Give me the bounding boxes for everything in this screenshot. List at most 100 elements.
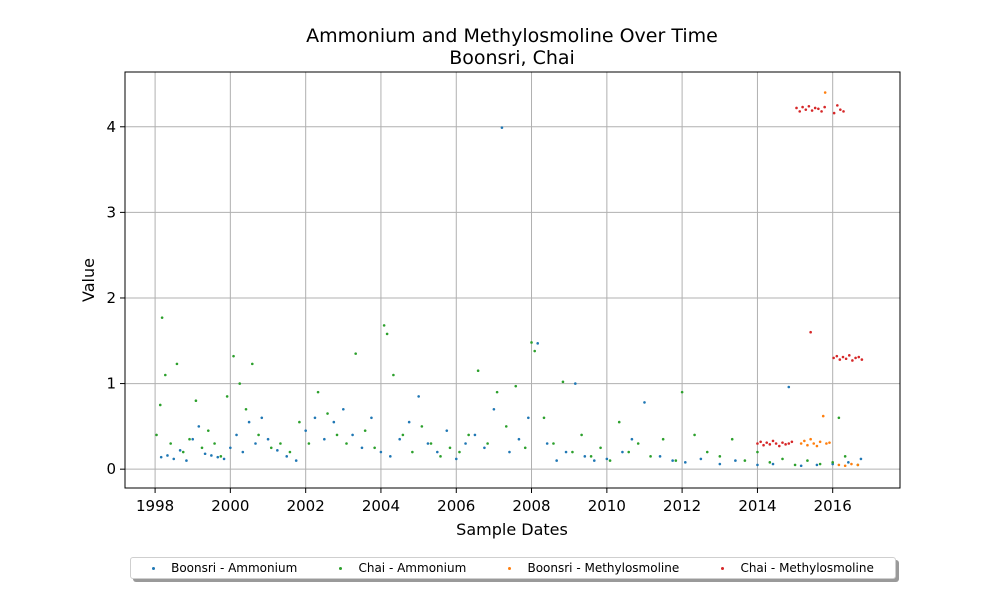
data-point bbox=[363, 429, 367, 432]
data-point bbox=[847, 461, 850, 464]
data-point bbox=[580, 433, 583, 437]
data-point bbox=[407, 420, 411, 424]
data-point bbox=[370, 416, 373, 420]
data-point bbox=[790, 440, 794, 444]
data-point bbox=[799, 442, 803, 445]
data-point bbox=[627, 450, 631, 454]
data-point bbox=[483, 446, 486, 450]
data-point bbox=[799, 464, 803, 468]
data-point bbox=[850, 462, 853, 466]
data-point bbox=[495, 390, 499, 394]
series-chai-methylosmoline bbox=[756, 104, 864, 448]
data-point bbox=[373, 446, 376, 450]
legend-label: Boonsri - Methylosmoline bbox=[527, 561, 680, 575]
data-point bbox=[222, 457, 226, 461]
data-point bbox=[164, 373, 167, 377]
data-point bbox=[756, 463, 759, 467]
y-tick-label: 4 bbox=[106, 118, 116, 136]
x-tick-label: 2002 bbox=[287, 497, 325, 515]
data-point bbox=[617, 420, 621, 424]
data-point bbox=[527, 416, 530, 420]
data-point bbox=[200, 446, 204, 450]
data-point bbox=[206, 429, 210, 432]
data-point bbox=[658, 455, 662, 458]
data-points bbox=[155, 91, 864, 468]
legend: Boonsri - Ammonium Chai - Ammonium Boons… bbox=[130, 557, 896, 579]
x-tick-label: 2006 bbox=[437, 497, 475, 515]
data-point bbox=[810, 109, 814, 112]
legend-label: Chai - Methylosmoline bbox=[740, 561, 874, 575]
data-point bbox=[661, 437, 665, 441]
data-point bbox=[191, 437, 195, 441]
data-point bbox=[178, 449, 182, 452]
data-point bbox=[762, 443, 765, 447]
data-point bbox=[473, 433, 477, 437]
x-tick-label: 2000 bbox=[211, 497, 249, 515]
legend-marker-boonsri-ammonium bbox=[152, 566, 156, 570]
data-point bbox=[718, 462, 722, 466]
data-point bbox=[219, 455, 223, 458]
data-point bbox=[828, 441, 831, 444]
data-point bbox=[464, 442, 467, 445]
data-point bbox=[838, 358, 842, 361]
grid-lines bbox=[125, 72, 900, 488]
data-point bbox=[856, 463, 860, 467]
data-point bbox=[389, 455, 392, 458]
data-point bbox=[599, 446, 602, 450]
data-point bbox=[768, 443, 772, 446]
data-point bbox=[429, 442, 433, 445]
data-point bbox=[860, 358, 864, 361]
data-point bbox=[166, 454, 169, 457]
data-point bbox=[454, 457, 458, 461]
data-point bbox=[571, 450, 574, 454]
data-point bbox=[831, 461, 834, 464]
data-point bbox=[839, 108, 842, 111]
data-point bbox=[795, 106, 798, 110]
series-chai-ammonium bbox=[155, 316, 860, 467]
y-tick-label: 1 bbox=[106, 375, 116, 393]
data-point bbox=[458, 450, 461, 454]
data-point bbox=[592, 459, 596, 462]
data-point bbox=[774, 442, 778, 445]
x-tick-label: 2016 bbox=[814, 497, 852, 515]
data-point bbox=[705, 450, 709, 454]
data-point bbox=[730, 437, 734, 441]
data-point bbox=[448, 446, 452, 450]
data-point bbox=[815, 444, 819, 448]
data-point bbox=[500, 126, 504, 129]
data-point bbox=[382, 324, 386, 327]
data-point bbox=[345, 442, 348, 445]
data-point bbox=[285, 455, 289, 458]
data-point bbox=[417, 395, 420, 398]
data-point bbox=[771, 462, 775, 466]
x-axis-label: Sample Dates bbox=[456, 520, 568, 539]
data-point bbox=[385, 332, 389, 336]
data-point bbox=[643, 401, 646, 404]
data-point bbox=[605, 457, 609, 461]
legend-marker-boonsri-methylosmoline bbox=[508, 566, 512, 570]
data-point bbox=[247, 420, 251, 424]
data-point bbox=[781, 457, 784, 461]
data-point bbox=[851, 359, 854, 362]
data-point bbox=[812, 442, 816, 445]
data-point bbox=[298, 420, 301, 424]
data-point bbox=[859, 457, 863, 461]
data-point bbox=[225, 395, 229, 398]
legend-marker-chai-ammonium bbox=[339, 566, 343, 570]
data-point bbox=[836, 104, 839, 107]
data-point bbox=[436, 450, 439, 454]
data-point bbox=[316, 390, 320, 394]
legend-item-chai-methylosmoline: Chai - Methylosmoline bbox=[721, 561, 874, 575]
data-point bbox=[342, 407, 345, 411]
data-point bbox=[269, 446, 273, 450]
data-point bbox=[351, 433, 354, 437]
data-point bbox=[564, 450, 568, 454]
data-point bbox=[843, 464, 847, 468]
data-point bbox=[486, 442, 489, 445]
x-tick-label: 2004 bbox=[362, 497, 400, 515]
legend-marker-chai-methylosmoline bbox=[721, 566, 725, 570]
data-point bbox=[784, 443, 787, 446]
data-point bbox=[335, 433, 339, 437]
data-point bbox=[158, 403, 162, 407]
data-point bbox=[841, 355, 845, 359]
